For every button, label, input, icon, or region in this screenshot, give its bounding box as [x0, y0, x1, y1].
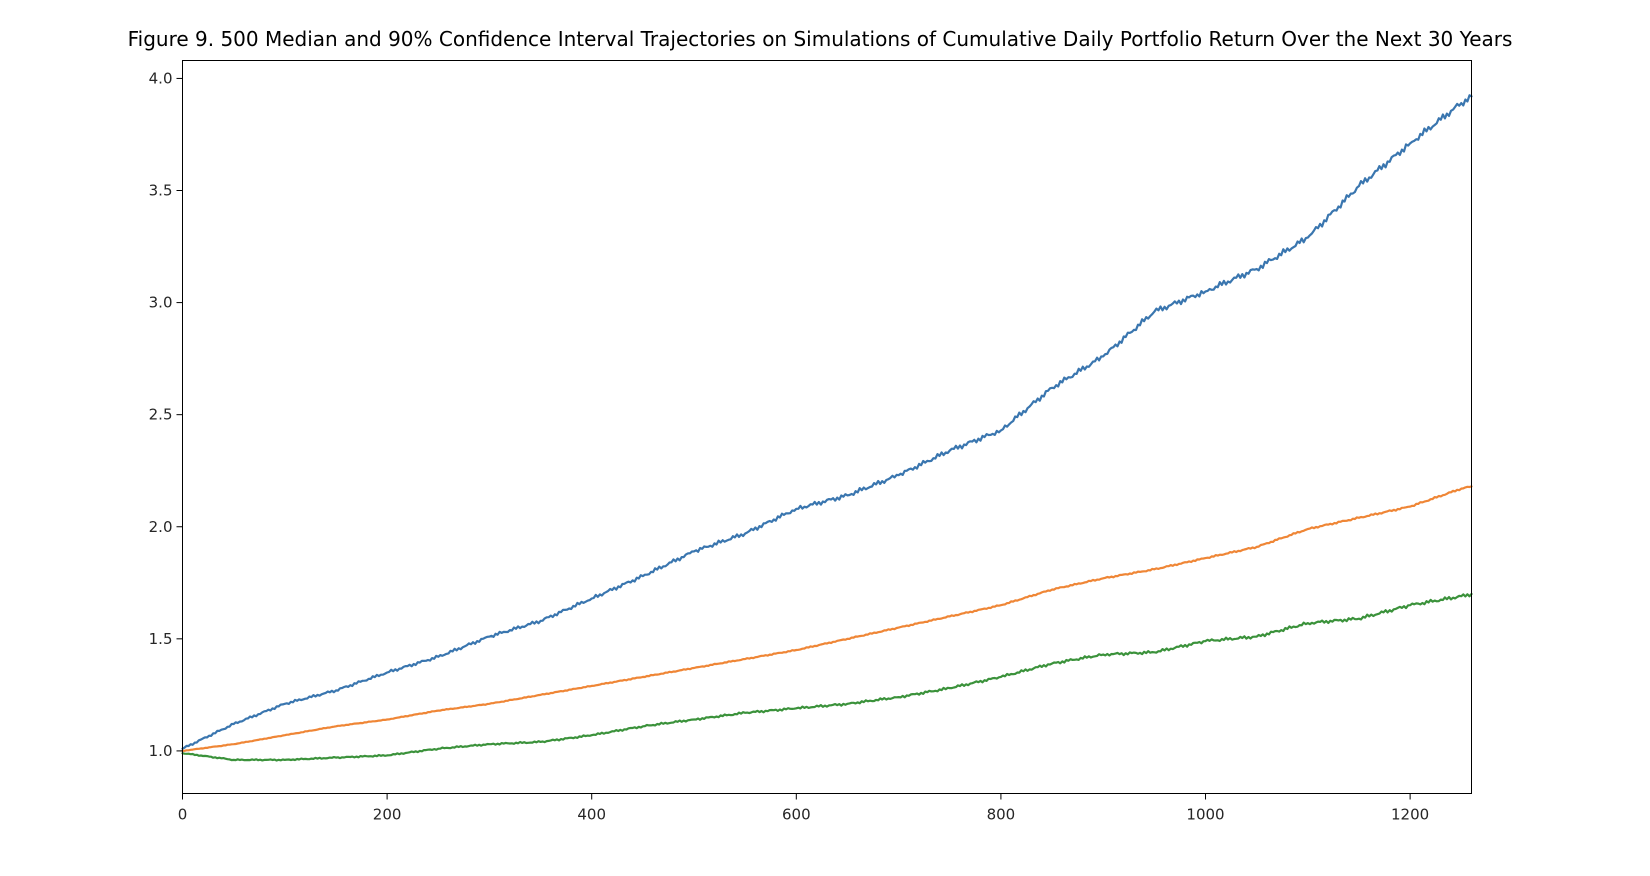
chart-title: Figure 9. 500 Median and 90% Confidence … — [128, 27, 1513, 51]
x-tick-label: 800 — [987, 806, 1016, 824]
y-tick-label: 3.0 — [149, 294, 173, 312]
axis-ticks: 0 200 400 600 800 1000 1200 1.0 1.5 2.0 2.5 3.0 3.5 4… — [149, 69, 1430, 823]
y-tick-label: 3.5 — [149, 182, 173, 200]
y-tick-label: 2.5 — [149, 406, 173, 424]
series-line-1 — [181, 94, 1473, 750]
plot-area-frame — [182, 60, 1472, 794]
x-tick-label: 200 — [373, 806, 402, 824]
y-tick-label: 4.0 — [149, 69, 173, 87]
y-tick-label: 1.0 — [149, 742, 173, 760]
x-tick-label: 1200 — [1391, 806, 1429, 824]
x-tick-label: 600 — [782, 806, 811, 824]
series-line-3 — [181, 592, 1473, 762]
y-tick-label: 1.5 — [149, 630, 173, 648]
y-tick-label: 2.0 — [149, 518, 173, 536]
series-layer — [181, 94, 1473, 762]
x-tick-label: 0 — [178, 806, 188, 824]
x-tick-label: 1000 — [1186, 806, 1224, 824]
x-tick-label: 400 — [577, 806, 606, 824]
series-line-2 — [181, 485, 1473, 752]
